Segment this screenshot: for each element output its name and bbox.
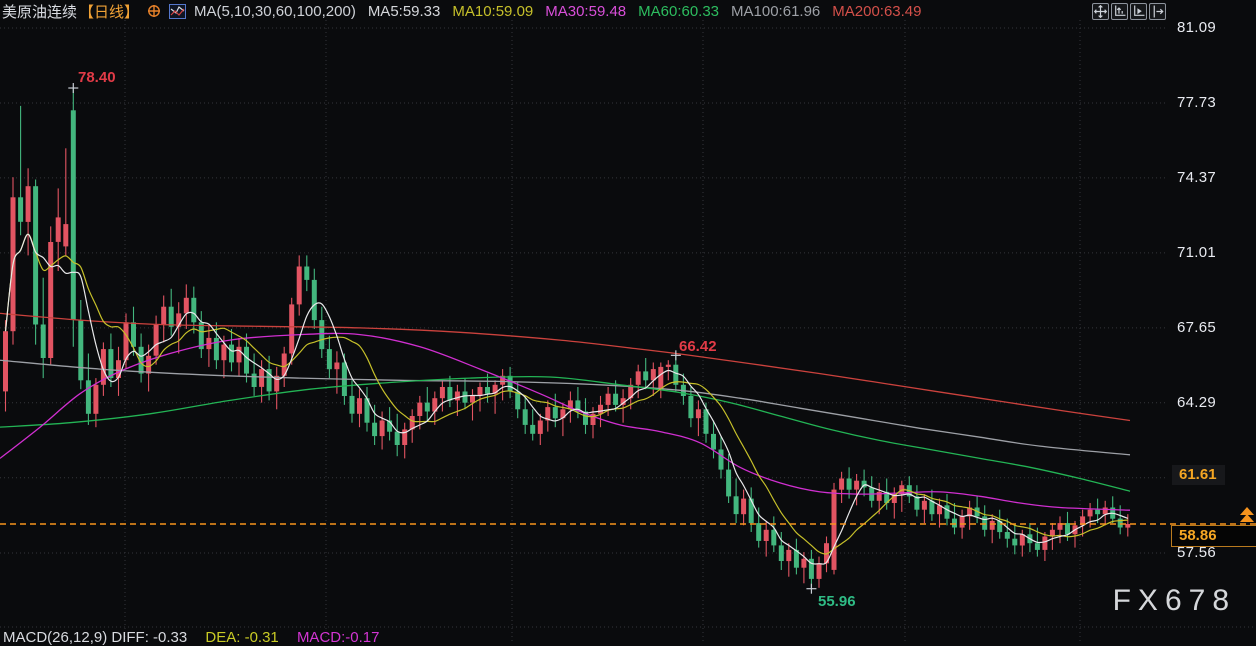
- ma-lines: [0, 233, 1131, 565]
- orange-level-label: 61.61: [1172, 465, 1225, 485]
- period-label: 【日线】: [79, 3, 140, 21]
- ma10-value: MA10:59.09: [452, 2, 534, 20]
- macd-dea: DEA: -0.31: [205, 629, 279, 646]
- gridlines: [0, 20, 1256, 642]
- chart-toolbar: [1092, 3, 1166, 20]
- ma-line-ma200: [0, 312, 1131, 422]
- ma-line-ma30: [0, 332, 1131, 511]
- ma100-value: MA100:61.96: [731, 2, 821, 20]
- macd-params-diff: MACD(26,12,9) DIFF: -0.33: [3, 629, 188, 646]
- annotation-cross-marker: [670, 350, 681, 361]
- price-arrow-icon: [1240, 507, 1254, 522]
- candles-group: [3, 88, 1131, 589]
- ma-line-ma5: [4, 233, 1129, 565]
- symbol-title: 美原油连续: [2, 3, 78, 21]
- ma-line-ma100: [0, 359, 1131, 456]
- ma60-value: MA60:60.33: [638, 2, 720, 20]
- watermark: FX678: [1112, 584, 1236, 617]
- ma5-value: MA5:59.33: [367, 2, 441, 20]
- target-add-icon[interactable]: [147, 4, 161, 18]
- play-forward-icon[interactable]: [1130, 3, 1147, 20]
- annotation-cross-marker: [68, 83, 79, 94]
- chart-type-icon[interactable]: [169, 3, 187, 19]
- annotation-cross-marker: [806, 583, 817, 594]
- jump-to-latest-icon[interactable]: [1149, 3, 1166, 20]
- ma-line-ma60: [0, 375, 1131, 492]
- ma-settings-label: MA(5,10,30,60,100,200): [194, 2, 356, 20]
- last-price-box: 58.86: [1171, 525, 1256, 547]
- pan-crosshair-icon[interactable]: [1092, 3, 1109, 20]
- macd-value: MACD:-0.17: [296, 629, 380, 646]
- chart-legend-bar: 美原油连续 【日线】 MA(5,10,30,60,100,200) MA5:59…: [0, 0, 1086, 22]
- auto-scale-icon[interactable]: [1111, 3, 1128, 20]
- ma-line-ma10: [4, 233, 1128, 555]
- ma200-value: MA200:63.49: [832, 2, 922, 20]
- macd-legend: MACD(26,12,9) DIFF: -0.33 DEA: -0.31 MAC…: [3, 629, 393, 646]
- ma30-value: MA30:59.48: [545, 2, 627, 20]
